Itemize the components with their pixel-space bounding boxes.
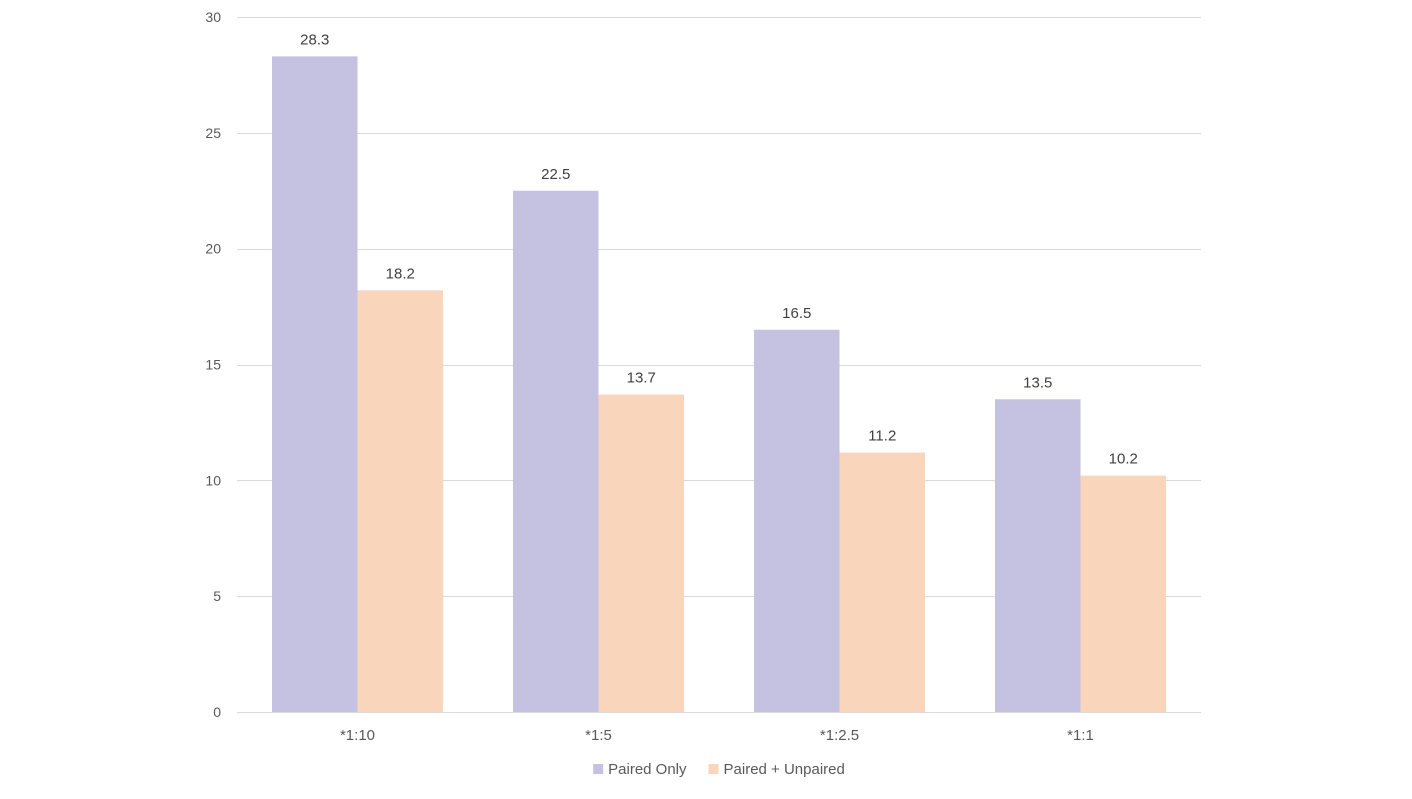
x-category-label: *1:10 <box>340 727 375 744</box>
y-tick-label: 25 <box>205 125 221 141</box>
x-axis-category-labels: *1:10 *1:5 *1:2.5 *1:1 <box>340 727 1094 744</box>
data-label: 18.2 <box>386 265 415 282</box>
legend-label: Paired Only <box>608 761 687 778</box>
bar-paired-only-2 <box>754 329 840 712</box>
legend-swatch <box>708 764 719 774</box>
bar-paired-only-1 <box>513 190 599 712</box>
data-label: 13.5 <box>1023 374 1052 391</box>
data-label: 11.2 <box>868 428 896 445</box>
x-category-label: *1:5 <box>585 727 612 744</box>
bar-paired-unpaired-3 <box>1080 475 1166 712</box>
bars <box>272 56 1166 712</box>
bar-paired-unpaired-0 <box>357 290 443 712</box>
x-category-label: *1:1 <box>1067 727 1094 744</box>
data-label: 16.5 <box>782 305 811 322</box>
y-tick-label: 20 <box>205 241 221 257</box>
data-label: 13.7 <box>627 370 656 387</box>
data-label: 22.5 <box>541 166 570 183</box>
y-tick-label: 5 <box>213 588 221 604</box>
data-label: 28.3 <box>300 31 329 48</box>
bar-paired-unpaired-1 <box>598 394 684 712</box>
legend-swatch <box>593 764 604 774</box>
legend: Paired Only Paired + Unpaired <box>593 761 845 778</box>
y-tick-label: 10 <box>205 472 221 488</box>
legend-label: Paired + Unpaired <box>724 761 845 778</box>
bar-paired-unpaired-2 <box>839 452 925 712</box>
y-tick-label: 30 <box>205 9 221 25</box>
bar-paired-only-0 <box>272 56 358 712</box>
y-tick-label: 0 <box>213 704 221 720</box>
y-tick-label: 15 <box>205 357 221 373</box>
y-axis-tick-labels: 0 5 10 15 20 25 30 <box>205 9 221 720</box>
x-category-label: *1:2.5 <box>820 727 859 744</box>
data-label: 10.2 <box>1109 451 1138 468</box>
bar-paired-only-3 <box>995 399 1081 712</box>
data-labels: 28.3 18.2 22.5 13.7 16.5 11.2 13.5 10.2 <box>300 31 1138 467</box>
